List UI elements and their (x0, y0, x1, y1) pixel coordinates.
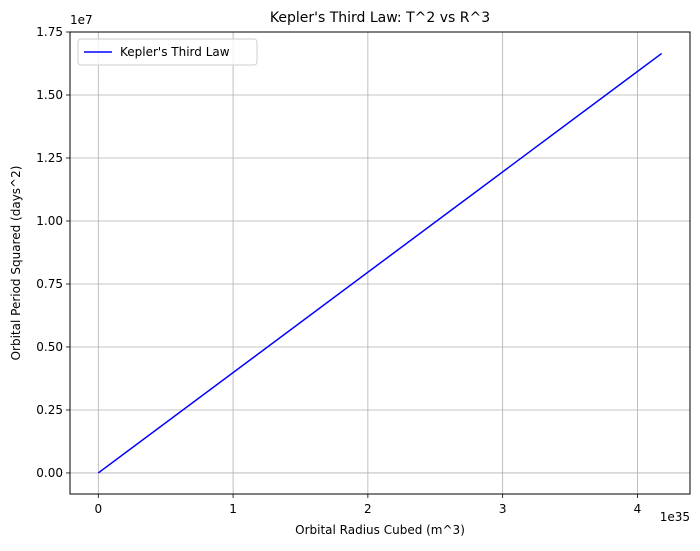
y-tick-label: 1.25 (36, 151, 63, 165)
y-offset-label: 1e7 (70, 13, 93, 27)
x-tick-label: 4 (634, 502, 642, 516)
x-tick-label: 0 (94, 502, 102, 516)
y-tick-label: 0.50 (36, 340, 63, 354)
legend-label: Kepler's Third Law (120, 45, 230, 59)
series-layer (97, 52, 663, 474)
legend-box (77, 38, 258, 66)
y-axis-label: Orbital Period Squared (days^2) (9, 166, 23, 361)
y-tick-label: 1.50 (36, 88, 63, 102)
legend: Kepler's Third Law (77, 38, 258, 66)
x-tick-label: 3 (499, 502, 507, 516)
x-tick-label: 2 (364, 502, 372, 516)
ticks: 0 1 2 3 4 0.00 0.25 0.50 0.75 1.00 1.25 1.50 1.75 (36, 25, 641, 516)
x-tick-label: 1 (229, 502, 237, 516)
y-tick-label: 0.25 (36, 403, 63, 417)
x-axis-label: Orbital Radius Cubed (m^3) (295, 523, 465, 537)
y-tick-label: 1.00 (36, 214, 63, 228)
series-line (97, 52, 663, 474)
y-tick-label: 1.75 (36, 25, 63, 39)
x-offset-label: 1e35 (660, 510, 690, 524)
plot-frame (69, 31, 691, 495)
y-tick-label: 0.75 (36, 277, 63, 291)
y-tick-label: 0.00 (36, 466, 63, 480)
chart-title: Kepler's Third Law: T^2 vs R^3 (270, 10, 490, 26)
